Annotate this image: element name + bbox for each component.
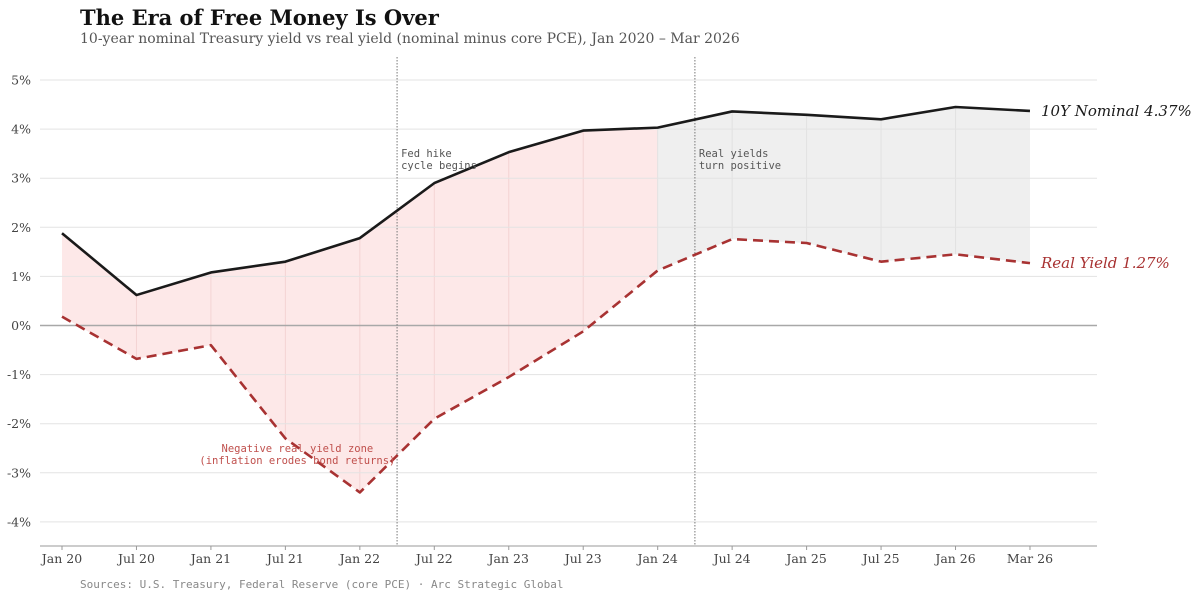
x-tick-label: Jan 23 bbox=[487, 551, 529, 566]
x-tick-label: Mar 26 bbox=[1007, 551, 1053, 566]
y-tick-label: -1% bbox=[7, 367, 31, 382]
y-tick-label: 4% bbox=[11, 122, 31, 137]
event-annotation: Real yields bbox=[699, 148, 769, 160]
y-tick-label: 0% bbox=[11, 318, 31, 333]
negative-real-yield-band bbox=[136, 272, 211, 359]
negative-zone-annotation: Negative real yield zone bbox=[222, 443, 374, 455]
y-tick-label: 2% bbox=[11, 220, 31, 235]
x-tick-label: Jul 20 bbox=[116, 551, 155, 566]
y-tick-label: -2% bbox=[7, 416, 31, 431]
x-tick-label: Jul 25 bbox=[861, 551, 900, 566]
positive-real-yield-band bbox=[657, 111, 733, 271]
negative-zone-annotation: (inflation erodes bond returns) bbox=[199, 455, 395, 467]
x-tick-label: Jul 22 bbox=[414, 551, 453, 566]
negative-real-yield-band bbox=[508, 130, 584, 378]
negative-real-yield-band bbox=[285, 238, 360, 493]
chart-title: The Era of Free Money Is Over bbox=[80, 5, 439, 30]
negative-real-yield-band bbox=[62, 233, 137, 359]
chart-source: Sources: U.S. Treasury, Federal Reserve … bbox=[80, 578, 564, 591]
negative-real-yield-band bbox=[583, 127, 658, 332]
y-tick-label: 3% bbox=[11, 171, 31, 186]
nominal-end-label: 10Y Nominal 4.37% bbox=[1041, 102, 1192, 120]
negative-real-yield-band bbox=[359, 183, 435, 493]
chart-subtitle: 10-year nominal Treasury yield vs real y… bbox=[80, 31, 740, 47]
nominal-yield-line bbox=[61, 105, 1031, 297]
y-tick-label: 1% bbox=[11, 269, 31, 284]
y-tick-label: -3% bbox=[7, 465, 31, 480]
y-tick-label: -4% bbox=[7, 514, 31, 529]
x-tick-label: Jul 21 bbox=[265, 551, 304, 566]
positive-real-yield-band bbox=[732, 111, 807, 244]
x-tick-label: Jul 23 bbox=[563, 551, 602, 566]
event-annotation: cycle begins bbox=[401, 160, 477, 172]
x-tick-label: Jan 22 bbox=[338, 551, 380, 566]
real-yield-line bbox=[61, 237, 1031, 494]
x-tick-label: Jul 24 bbox=[712, 551, 751, 566]
negative-real-yield-band bbox=[434, 152, 509, 419]
x-tick-label: Jan 21 bbox=[189, 551, 231, 566]
x-tick-label: Jan 26 bbox=[933, 551, 975, 566]
x-tick-label: Jan 24 bbox=[635, 551, 677, 566]
positive-real-yield-band bbox=[955, 107, 1030, 264]
x-tick-label: Jan 25 bbox=[784, 551, 826, 566]
negative-real-yield-band bbox=[210, 261, 286, 439]
positive-real-yield-band bbox=[806, 114, 882, 262]
positive-real-yield-band bbox=[881, 107, 956, 262]
x-tick-label: Jan 20 bbox=[40, 551, 82, 566]
real-end-label: Real Yield 1.27% bbox=[1040, 254, 1170, 272]
event-annotation: Fed hike bbox=[401, 148, 452, 160]
event-annotation: turn positive bbox=[699, 160, 781, 172]
y-tick-label: 5% bbox=[11, 73, 31, 88]
